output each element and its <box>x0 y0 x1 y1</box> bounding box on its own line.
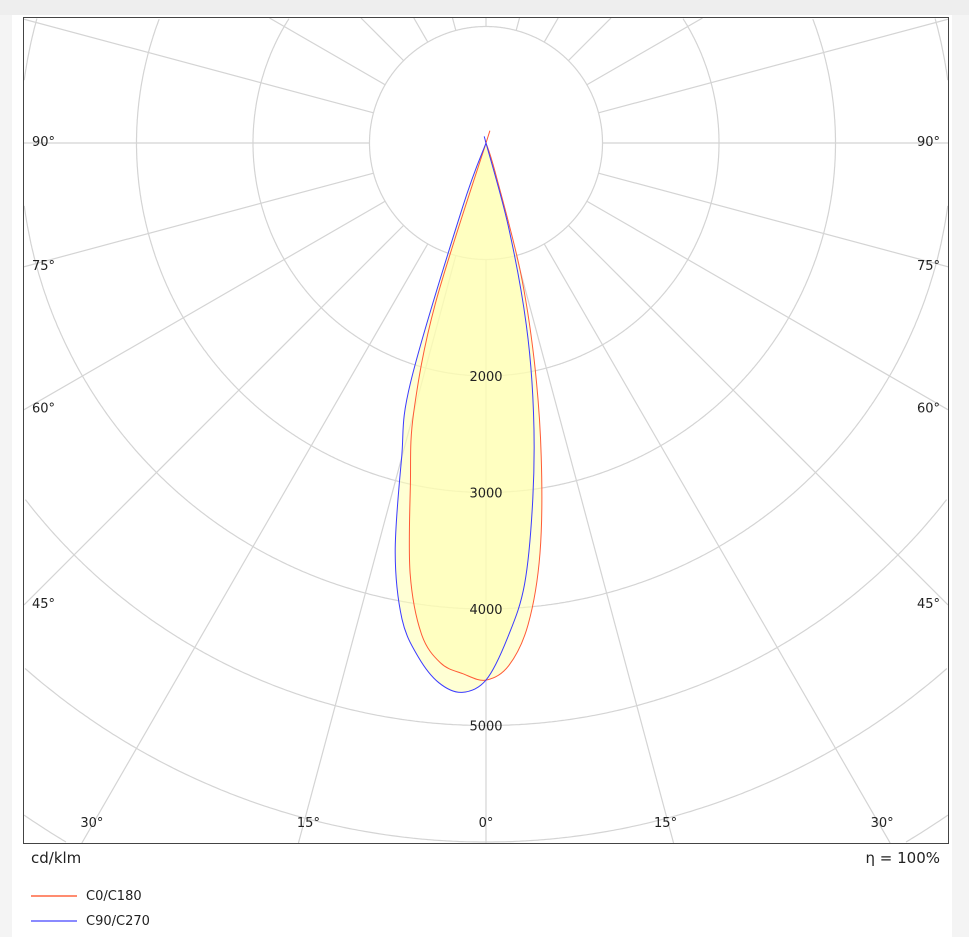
grid-radial-line <box>515 255 675 843</box>
grid-radial-line <box>413 18 429 43</box>
grid-radial-line <box>543 18 559 43</box>
top-bar <box>0 0 969 15</box>
grid-radial-line <box>24 200 386 411</box>
grid-circle <box>24 499 948 727</box>
radial-tick-label: 2000 <box>469 370 502 385</box>
legend-swatch <box>31 920 77 922</box>
grid-radial-line <box>269 18 386 86</box>
angle-label: 60° <box>917 402 940 417</box>
efficiency-label: η = 100% <box>865 849 941 867</box>
grid-circle <box>252 18 720 377</box>
curve-fill-c90-c270 <box>395 136 535 693</box>
angle-label: 90° <box>917 135 940 150</box>
legend-swatch <box>31 895 77 897</box>
radial-tick-label: 3000 <box>469 487 502 502</box>
legend-label: C0/C180 <box>86 888 142 904</box>
grid-radial-line <box>586 200 948 411</box>
grid-radial-line <box>81 243 429 843</box>
angle-label: 75° <box>32 259 55 274</box>
grid-radial-line <box>543 243 891 843</box>
grid-radial-line <box>24 224 405 606</box>
angle-label: 60° <box>32 402 55 417</box>
angle-label: 90° <box>32 135 55 150</box>
grid-radial-line <box>515 18 521 31</box>
grid-radial-line <box>360 18 405 62</box>
angle-label: 15° <box>297 816 320 831</box>
polar-intensity-chart: 2000 3000 4000 5000 90° 90° 75° 75° 60° 60° 45° 45°… <box>23 17 949 844</box>
polar-plot: 2000 3000 4000 5000 90° 90° 75° 75° 60° 60° 45° 45°… <box>24 18 948 843</box>
grid-radial-line <box>598 18 948 114</box>
grid-radial-line <box>451 18 457 31</box>
angle-label: 30° <box>871 816 894 831</box>
grid-circle <box>24 18 948 610</box>
grid-circle <box>135 18 837 494</box>
unit-label: cd/klm <box>31 849 82 867</box>
angle-label: 75° <box>917 259 940 274</box>
angle-label: 30° <box>80 816 103 831</box>
radial-tick-label: 5000 <box>469 720 502 735</box>
angle-label: 45° <box>32 597 55 612</box>
grid-circle <box>24 814 948 843</box>
legend-label: C90/C270 <box>86 913 150 929</box>
grid-circle <box>24 668 948 843</box>
grid-radial-line <box>24 18 374 114</box>
curve-c90-c270 <box>394 136 535 693</box>
grid-radial-line <box>598 172 948 268</box>
grid-radial-line <box>24 172 374 268</box>
legend-item-c90-c270: C90/C270 <box>31 913 150 929</box>
radial-tick-label: 4000 <box>469 603 502 618</box>
grid-radial-line <box>567 18 612 62</box>
grid-radial-line <box>567 224 948 606</box>
grid-radial-line <box>586 18 703 86</box>
angle-label: 15° <box>654 816 677 831</box>
legend-item-c0-c180: C0/C180 <box>31 888 142 904</box>
angle-label: 45° <box>917 597 940 612</box>
angle-label: 0° <box>479 816 494 831</box>
